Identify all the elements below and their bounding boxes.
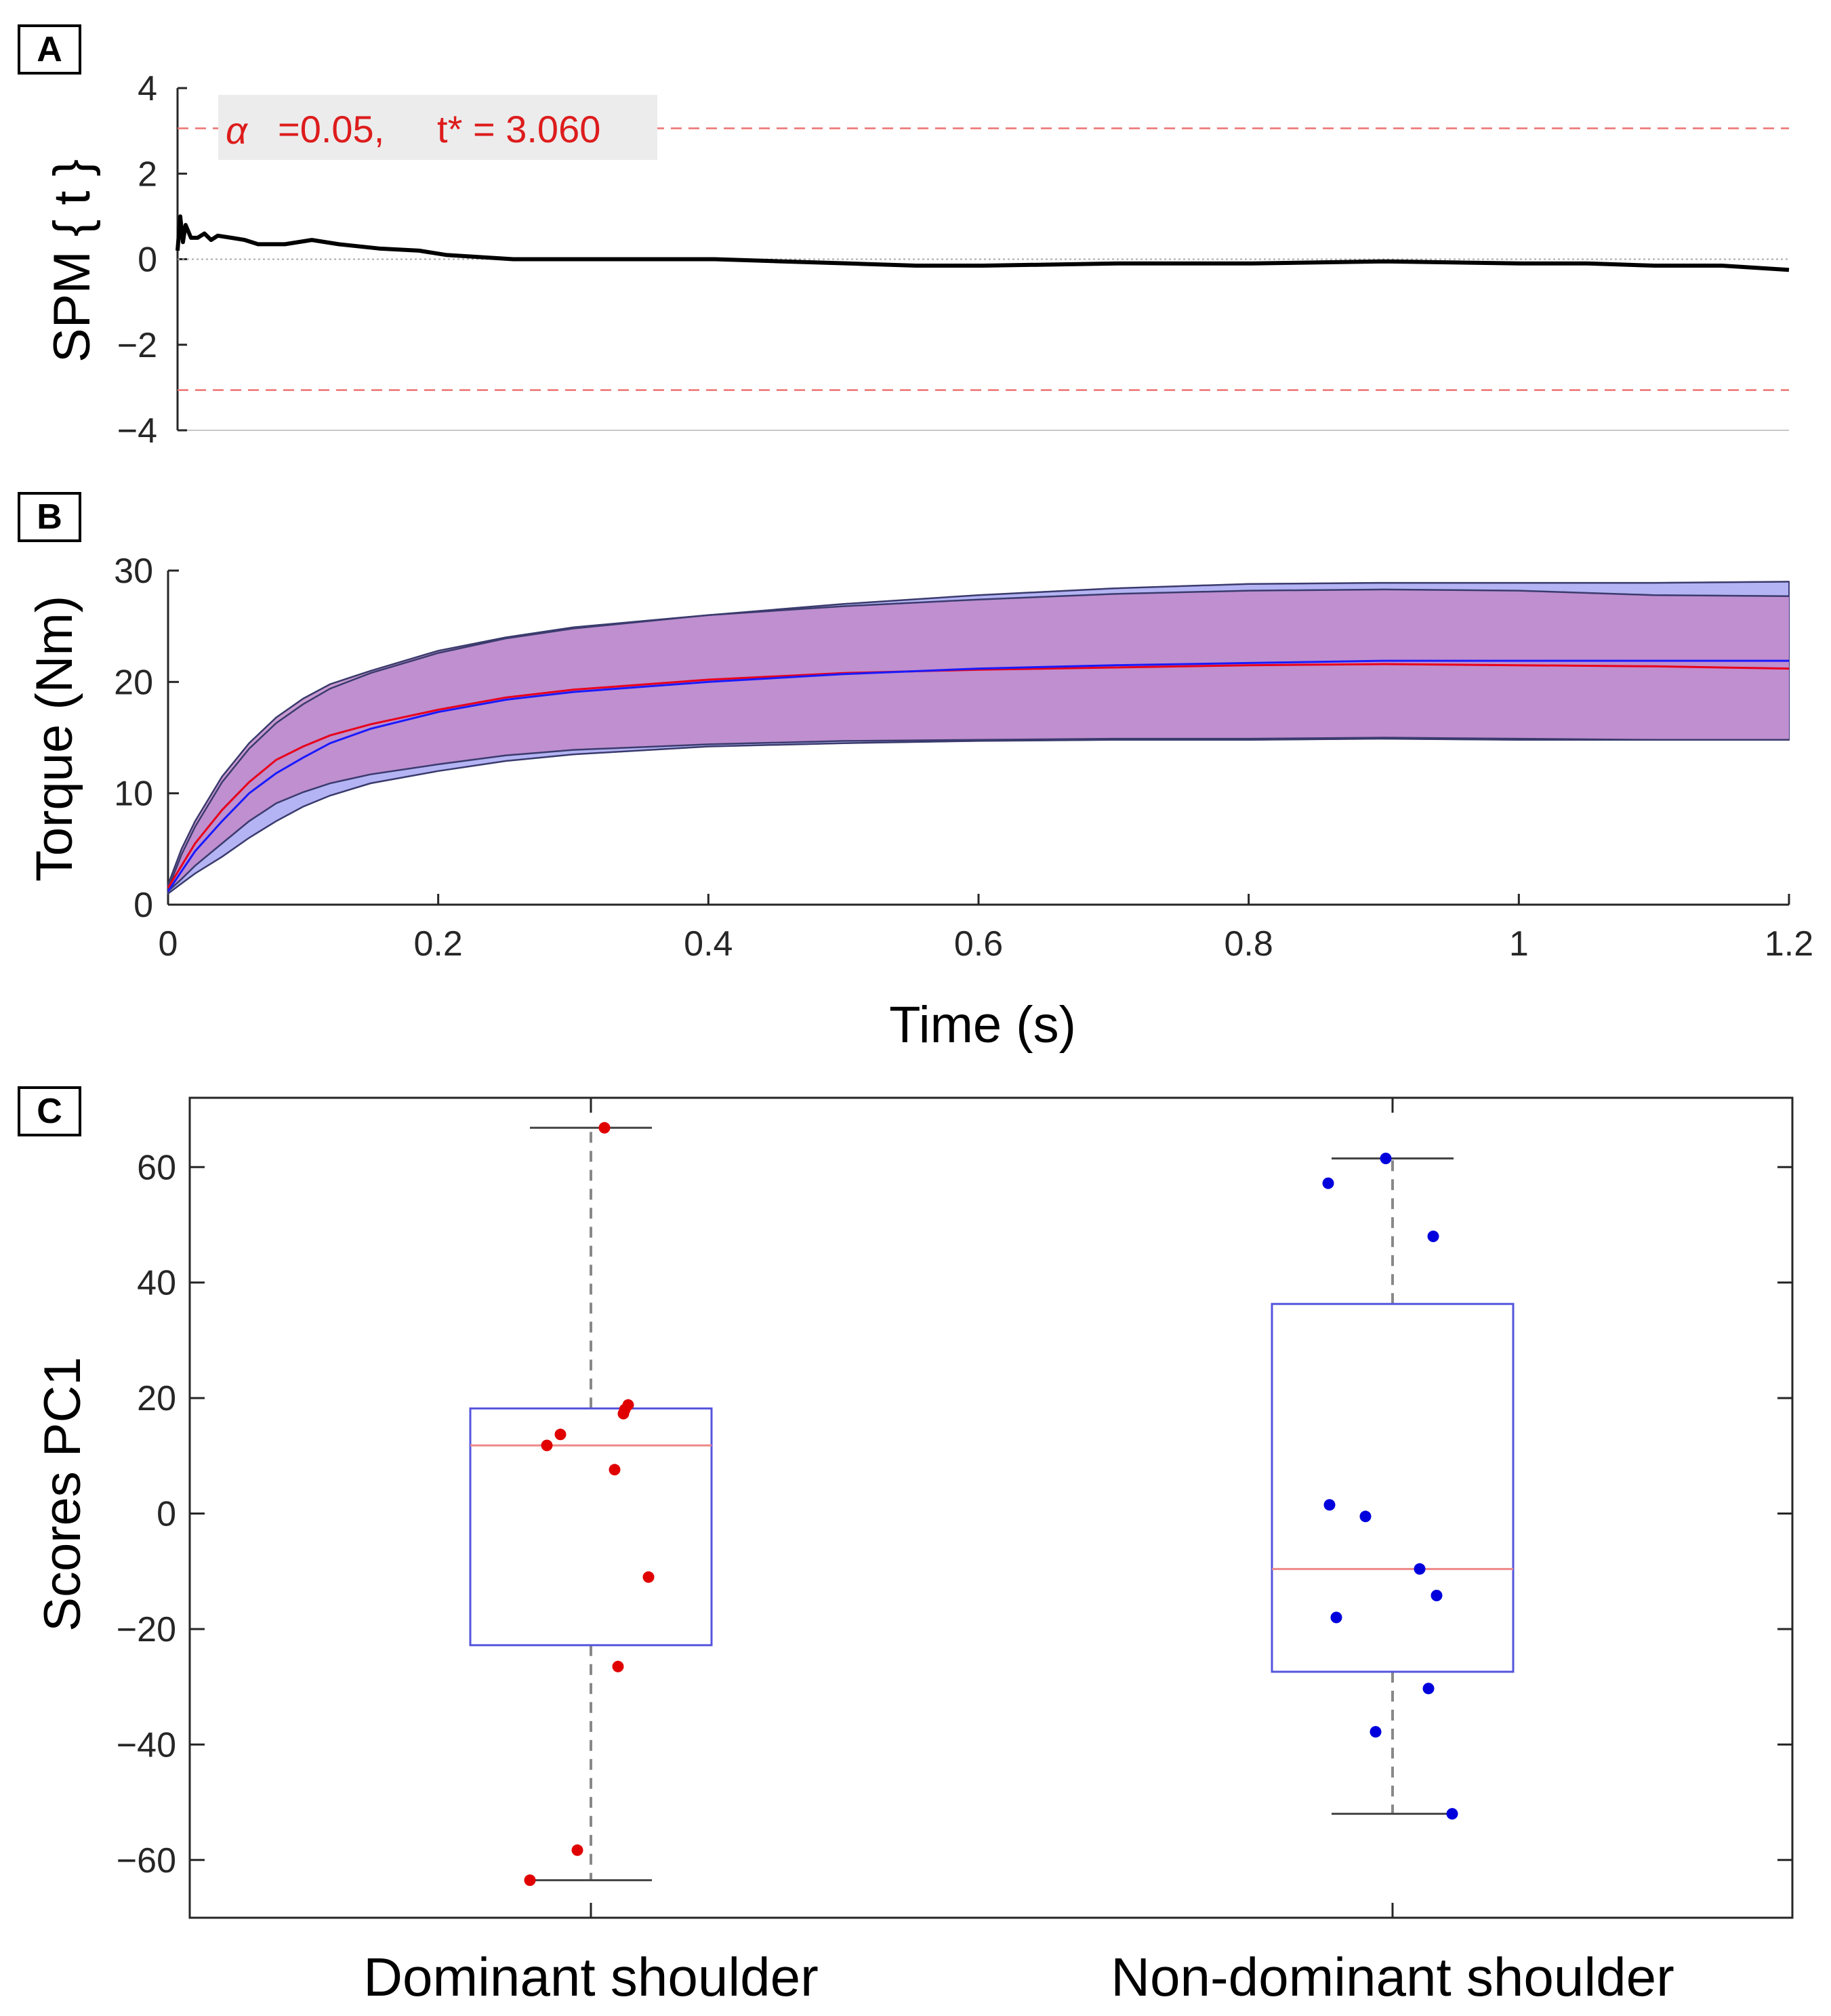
non-dominant-upper-edge: [167, 581, 1790, 890]
x-tick-label: 0.4: [684, 924, 733, 964]
x-tick-label: 0.8: [1225, 924, 1273, 964]
panel-a-label-box: [18, 24, 81, 75]
panel-b: B 0 10 20 30 0 0.2 0.4 0.6 0.8 1 1.2 Torque (Nm) T…: [18, 492, 1813, 1054]
non-dominant-data-point: [1330, 1611, 1342, 1624]
x-tick-label: 0.2: [414, 924, 463, 964]
panel-a-letter: A: [37, 30, 62, 69]
y-tick-label: −2: [117, 326, 157, 365]
y-tick-label: −20: [117, 1610, 176, 1649]
dominant-data-point: [524, 1874, 536, 1887]
panel-c-letter: C: [37, 1092, 62, 1131]
non-dominant-data-point: [1431, 1590, 1443, 1601]
panel-b-plot: 0 10 20 30 0 0.2 0.4 0.6 0.8 1 1.2: [114, 552, 1813, 964]
spm-curve: [176, 214, 1790, 272]
y-tick-label: 30: [114, 552, 153, 591]
y-tick-label: 20: [137, 1379, 176, 1418]
non-dominant-data-point: [1323, 1499, 1336, 1511]
alpha-symbol: α: [226, 109, 249, 152]
dominant-box: [469, 1407, 713, 1647]
panel-c-plot: −60 −40 −20 0 20 40 60: [117, 1096, 1794, 1919]
panel-b-y-axis-label: Torque (Nm): [26, 596, 83, 882]
panel-c-y-axis-label: Scores PC1: [34, 1357, 91, 1632]
non-dominant-data-point: [1359, 1510, 1372, 1523]
panel-b-label-box: [18, 492, 81, 542]
category-label-non-dominant: Non-dominant shoulder: [1111, 1947, 1674, 2007]
dominant-data-point: [609, 1464, 621, 1476]
panel-a-plot: −4 −2 0 2 4 α =0.05, t* = 3.060: [117, 69, 1790, 451]
y-tick-label: 10: [114, 775, 153, 814]
dominant-data-point: [617, 1407, 630, 1420]
dominant-data-point: [598, 1122, 611, 1134]
x-tick-label: 0: [159, 924, 178, 964]
panel-a: A −4 −2 0 2 4 α =0.05, t* = 3.060 SPM { t }: [18, 24, 1790, 451]
dominant-data-point: [541, 1439, 553, 1452]
dominant-lower-edge: [167, 737, 1789, 892]
y-tick-label: −4: [117, 411, 157, 451]
y-tick-label: 2: [138, 155, 157, 194]
non-dominant-data-point: [1427, 1231, 1439, 1242]
panel-b-x-axis-label: Time (s): [889, 996, 1076, 1054]
y-tick-label: 40: [137, 1264, 176, 1303]
dominant-data-point: [554, 1428, 567, 1441]
panel-c-label-box: [18, 1086, 81, 1136]
non-dominant-data-point: [1370, 1726, 1382, 1738]
threshold-label-box: [218, 95, 657, 160]
y-tick-label: 0: [138, 241, 157, 280]
y-tick-label: 0: [157, 1495, 176, 1534]
y-tick-label: −60: [117, 1841, 176, 1880]
panel-b-letter: B: [37, 497, 62, 537]
dominant-upper-edge: [167, 588, 1790, 885]
threshold-label: =0.05, t* = 3.060: [278, 108, 600, 150]
y-tick-label: 60: [137, 1148, 176, 1187]
non-dominant-box: [1271, 1302, 1515, 1673]
dominant-data-point: [642, 1571, 655, 1583]
non-dominant-lower-edge: [167, 737, 1789, 894]
category-label-dominant: Dominant shoulder: [363, 1947, 818, 2007]
x-tick-label: 0.6: [954, 924, 1003, 964]
y-tick-label: 0: [133, 886, 153, 925]
non-dominant-data-point: [1446, 1808, 1458, 1820]
dominant-data-point: [612, 1660, 624, 1672]
panel-a-y-axis-label: SPM { t }: [43, 159, 101, 363]
non-dominant-data-point: [1322, 1177, 1334, 1189]
non-dominant-data-point: [1380, 1153, 1392, 1164]
y-tick-label: 4: [138, 69, 157, 108]
y-tick-label: −40: [117, 1725, 176, 1765]
dominant-mean-line: [167, 663, 1790, 889]
non-dominant-data-point: [1414, 1563, 1426, 1575]
non-dominant-data-point: [1422, 1683, 1435, 1695]
x-tick-label: 1: [1509, 924, 1529, 964]
plot-frame: [188, 1096, 1794, 1919]
y-tick-label: 20: [114, 663, 153, 702]
dominant-data-point: [571, 1844, 583, 1856]
non-dominant-mean-line: [167, 659, 1789, 892]
panel-c: C −60 −40 −20 0 20 40 60 Scores PC1 Dominant s…: [18, 1086, 1794, 2007]
x-tick-label: 1.2: [1765, 924, 1813, 964]
